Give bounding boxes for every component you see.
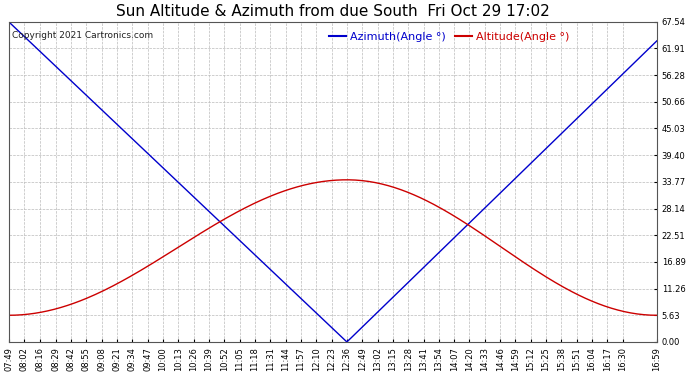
Title: Sun Altitude & Azimuth from due South  Fri Oct 29 17:02: Sun Altitude & Azimuth from due South Fr… — [116, 4, 550, 19]
Text: Copyright 2021 Cartronics.com: Copyright 2021 Cartronics.com — [12, 32, 153, 40]
Legend: Azimuth(Angle °), Altitude(Angle °): Azimuth(Angle °), Altitude(Angle °) — [325, 27, 574, 46]
